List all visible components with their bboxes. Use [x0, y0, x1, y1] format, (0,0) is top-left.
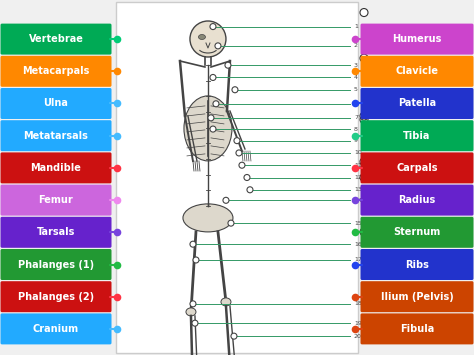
Text: Carpals: Carpals	[396, 163, 438, 173]
Text: 9: 9	[354, 138, 358, 143]
Text: 18: 18	[354, 301, 362, 306]
Circle shape	[215, 43, 221, 49]
FancyBboxPatch shape	[361, 88, 474, 119]
Text: 3: 3	[354, 63, 358, 68]
FancyBboxPatch shape	[0, 281, 111, 312]
FancyBboxPatch shape	[0, 23, 111, 55]
FancyBboxPatch shape	[0, 88, 111, 119]
FancyBboxPatch shape	[0, 185, 111, 215]
Text: Cranium: Cranium	[33, 324, 79, 334]
Circle shape	[360, 112, 368, 120]
Text: 20: 20	[354, 334, 362, 339]
Text: 11: 11	[354, 163, 362, 168]
Text: 10: 10	[354, 151, 362, 155]
FancyBboxPatch shape	[0, 120, 111, 151]
Text: Phalanges (1): Phalanges (1)	[18, 260, 94, 269]
Text: 15: 15	[354, 220, 362, 226]
Ellipse shape	[183, 204, 233, 232]
FancyBboxPatch shape	[361, 281, 474, 312]
Circle shape	[236, 150, 242, 156]
FancyBboxPatch shape	[361, 56, 474, 87]
Text: 5: 5	[354, 87, 358, 92]
Circle shape	[210, 75, 216, 81]
FancyBboxPatch shape	[361, 249, 474, 280]
Text: 7: 7	[354, 115, 358, 120]
Circle shape	[360, 54, 368, 62]
Text: Vertebrae: Vertebrae	[28, 34, 83, 44]
Text: 4: 4	[354, 75, 358, 80]
Circle shape	[208, 115, 214, 121]
Text: Patella: Patella	[398, 98, 436, 109]
Circle shape	[360, 158, 368, 166]
Text: 19: 19	[354, 321, 362, 326]
FancyBboxPatch shape	[0, 249, 111, 280]
Text: Sternum: Sternum	[393, 227, 441, 237]
Text: Ulna: Ulna	[44, 98, 68, 109]
Circle shape	[225, 62, 231, 68]
FancyBboxPatch shape	[361, 313, 474, 344]
Text: 2: 2	[354, 43, 358, 48]
Circle shape	[192, 320, 198, 326]
Circle shape	[232, 87, 238, 93]
Text: 6: 6	[354, 101, 358, 106]
Circle shape	[239, 162, 245, 168]
FancyBboxPatch shape	[0, 217, 111, 248]
Text: Tarsals: Tarsals	[37, 227, 75, 237]
Circle shape	[190, 241, 196, 247]
Text: 16: 16	[354, 242, 362, 247]
Text: Metacarpals: Metacarpals	[22, 66, 90, 76]
Text: 13: 13	[354, 187, 362, 192]
Text: 17: 17	[354, 257, 362, 262]
FancyBboxPatch shape	[361, 23, 474, 55]
Text: Humerus: Humerus	[392, 34, 442, 44]
Circle shape	[228, 220, 234, 226]
Circle shape	[190, 301, 196, 307]
FancyBboxPatch shape	[0, 152, 111, 184]
Text: 8: 8	[354, 127, 358, 132]
Text: 14: 14	[354, 198, 362, 203]
Circle shape	[360, 9, 368, 17]
Circle shape	[210, 23, 216, 29]
Circle shape	[193, 257, 199, 263]
Circle shape	[247, 187, 253, 193]
Circle shape	[210, 126, 216, 132]
Text: Femur: Femur	[38, 195, 73, 205]
Circle shape	[231, 333, 237, 339]
Text: Mandible: Mandible	[30, 163, 82, 173]
Circle shape	[244, 175, 250, 180]
Ellipse shape	[221, 298, 231, 306]
FancyBboxPatch shape	[361, 185, 474, 215]
FancyBboxPatch shape	[0, 313, 111, 344]
FancyBboxPatch shape	[361, 152, 474, 184]
Circle shape	[234, 138, 240, 144]
Text: Tibia: Tibia	[403, 131, 431, 141]
Bar	[116, 2, 358, 353]
Text: Radius: Radius	[398, 195, 436, 205]
Text: 1: 1	[354, 24, 358, 29]
FancyBboxPatch shape	[0, 56, 111, 87]
Text: Metatarsals: Metatarsals	[24, 131, 89, 141]
Circle shape	[213, 101, 219, 107]
Text: Ribs: Ribs	[405, 260, 429, 269]
Text: Phalanges (2): Phalanges (2)	[18, 292, 94, 302]
Ellipse shape	[186, 308, 196, 316]
Circle shape	[360, 174, 368, 181]
Circle shape	[360, 228, 368, 236]
FancyBboxPatch shape	[361, 120, 474, 151]
Text: Fibula: Fibula	[400, 324, 434, 334]
Ellipse shape	[184, 96, 232, 161]
FancyBboxPatch shape	[361, 217, 474, 248]
Ellipse shape	[199, 34, 205, 39]
Text: 12: 12	[354, 175, 362, 180]
Circle shape	[190, 21, 226, 57]
Text: Ilium (Pelvis): Ilium (Pelvis)	[381, 292, 453, 302]
Circle shape	[223, 197, 229, 203]
Circle shape	[360, 116, 368, 124]
Text: Clavicle: Clavicle	[395, 66, 438, 76]
